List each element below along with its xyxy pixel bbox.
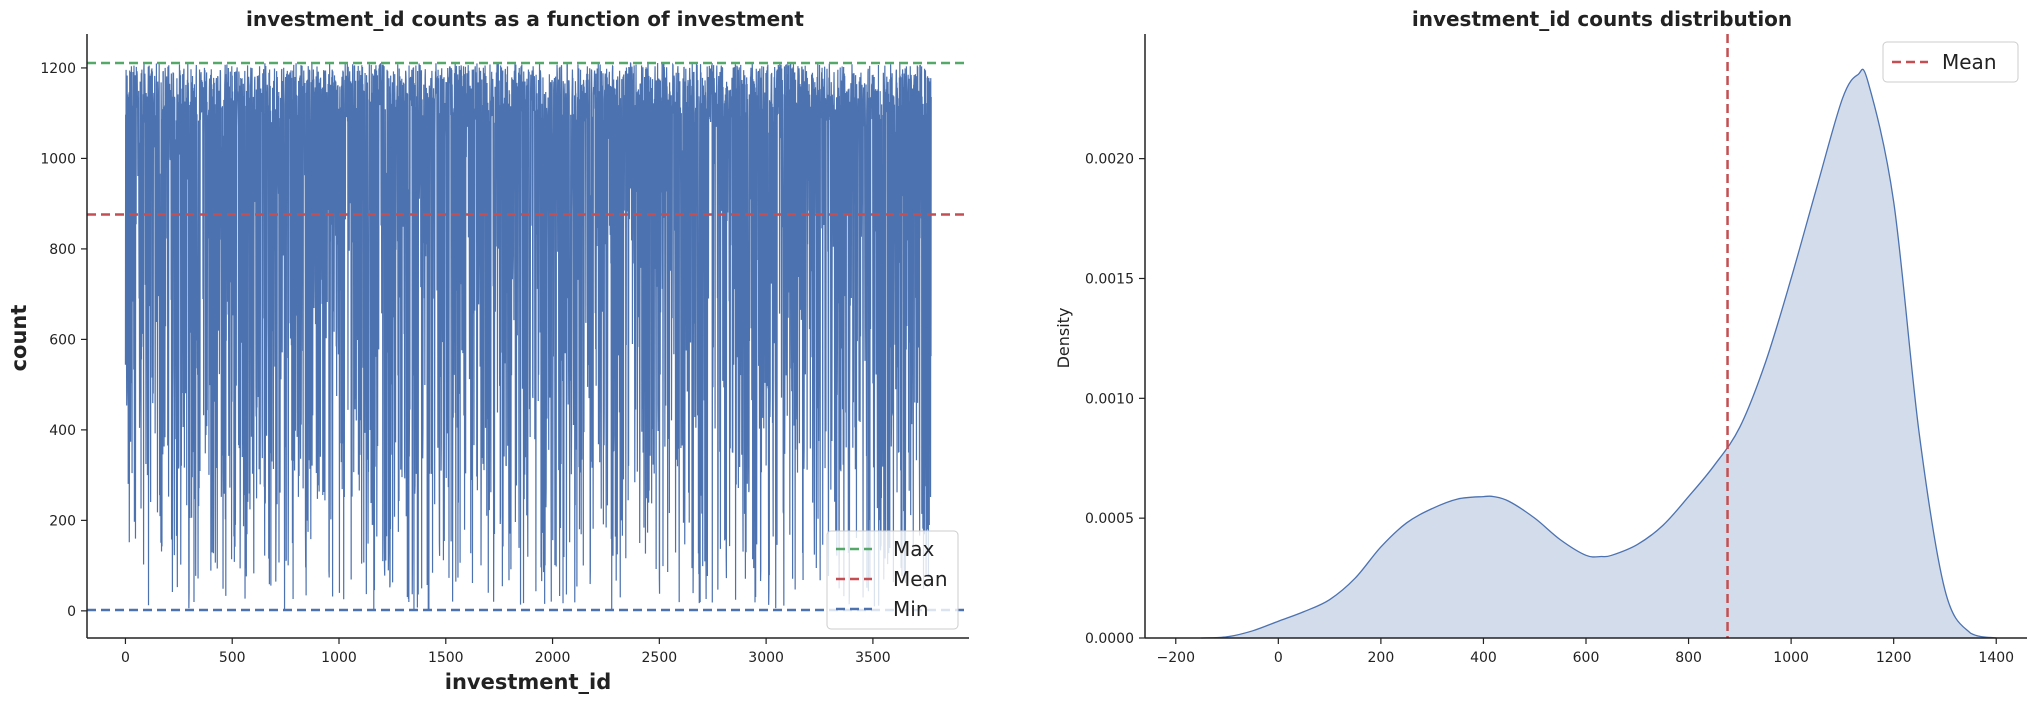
x-tick-label: 1000 <box>1773 650 1809 666</box>
x-tick-label: 1200 <box>1876 650 1912 666</box>
x-tick-label: 600 <box>1573 650 1600 666</box>
right-legend: Mean <box>1882 41 2019 83</box>
x-tick-label: 3500 <box>855 650 891 666</box>
density-fill <box>1201 69 1997 639</box>
legend-label: Mean <box>1942 50 1997 74</box>
right-x-ticks: −200 0 200 400 600 800 1000 1200 1400 <box>1157 638 2014 666</box>
x-tick-label: 400 <box>1470 650 1497 666</box>
right-y-ticks: 0.0000 0.0005 0.0010 0.0015 0.0020 <box>1085 152 1145 647</box>
x-tick-label: 500 <box>219 650 246 666</box>
y-tick-label: 0.0015 <box>1085 271 1134 287</box>
left-y-ticks: 0 200 400 600 800 1000 1200 <box>40 61 87 620</box>
y-tick-label: 0.0020 <box>1085 152 1134 168</box>
y-tick-label: 0.0005 <box>1085 511 1134 527</box>
right-y-axis-label: Density <box>1054 308 1073 369</box>
y-tick-label: 0.0000 <box>1085 631 1134 647</box>
y-tick-label: 800 <box>49 242 76 258</box>
legend-box <box>826 530 959 630</box>
x-tick-label: 1000 <box>321 650 357 666</box>
x-tick-label: −200 <box>1157 650 1195 666</box>
y-tick-label: 0 <box>67 604 76 620</box>
legend-label: Min <box>893 597 929 621</box>
left-y-axis-label: count <box>7 305 31 372</box>
left-legend: Max Mean Min <box>826 530 959 630</box>
y-tick-label: 200 <box>49 513 76 529</box>
x-tick-label: 1400 <box>1978 650 2014 666</box>
legend-box <box>1882 41 2019 83</box>
right-chart-title: investment_id counts distribution <box>1412 7 1792 31</box>
x-tick-label: 1500 <box>428 650 464 666</box>
x-tick-label: 3000 <box>748 650 784 666</box>
x-tick-label: 200 <box>1368 650 1395 666</box>
line-chart-panel: investment_id counts as a function of in… <box>7 7 969 694</box>
left-chart-title: investment_id counts as a function of in… <box>246 7 804 31</box>
density-chart-panel: investment_id counts distribution −200 0 2… <box>1054 7 2027 666</box>
density-area <box>1201 68 1997 639</box>
y-tick-label: 600 <box>49 332 76 348</box>
count-line <box>124 62 932 610</box>
count-series <box>124 62 932 610</box>
reference-lines <box>87 61 969 612</box>
y-tick-label: 1200 <box>40 61 76 77</box>
y-tick-label: 0.0010 <box>1085 391 1134 407</box>
x-tick-label: 2500 <box>642 650 678 666</box>
left-x-axis-label: investment_id <box>445 670 611 694</box>
x-tick-label: 0 <box>121 650 130 666</box>
y-tick-label: 1000 <box>40 151 76 167</box>
x-tick-label: 800 <box>1675 650 1702 666</box>
x-tick-label: 2000 <box>535 650 571 666</box>
legend-label: Mean <box>893 567 948 591</box>
left-x-ticks: 0 500 1000 1500 2000 2500 3000 3500 <box>121 638 891 666</box>
legend-label: Max <box>893 537 935 561</box>
y-tick-label: 400 <box>49 423 76 439</box>
x-tick-label: 0 <box>1274 650 1283 666</box>
density-curve <box>1201 68 1997 639</box>
